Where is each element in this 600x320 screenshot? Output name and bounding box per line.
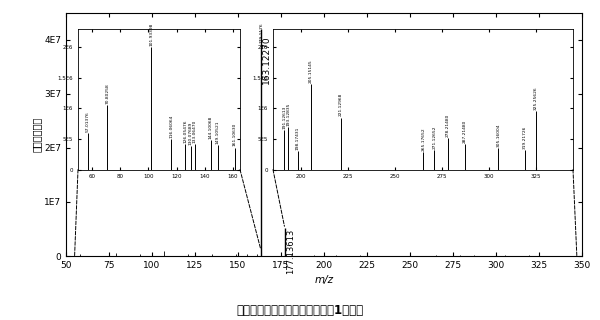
Text: 177.13613: 177.13613 (286, 229, 295, 274)
Text: 305.16004: 305.16004 (496, 124, 500, 147)
Text: 278.21480: 278.21480 (446, 113, 450, 137)
X-axis label: m/z: m/z (314, 276, 334, 285)
Text: 271.12652: 271.12652 (433, 125, 436, 149)
Text: 325.25626: 325.25626 (534, 87, 538, 110)
Text: 133.06470: 133.06470 (193, 119, 197, 143)
Text: 130.07689: 130.07689 (189, 122, 193, 145)
Text: 265.17652: 265.17652 (421, 128, 425, 151)
Text: 179.1176: 179.1176 (260, 22, 264, 43)
Text: 163.12270: 163.12270 (262, 36, 271, 84)
Text: 198.17431: 198.17431 (296, 127, 300, 150)
Text: 319.21726: 319.21726 (523, 125, 527, 149)
Text: 70.80258: 70.80258 (106, 83, 109, 104)
Text: 卷烟烟丝中化学成分快速分析（1分钟）: 卷烟烟丝中化学成分快速分析（1分钟） (236, 304, 364, 317)
Text: 144.10068: 144.10068 (209, 116, 212, 139)
Text: 116.06064: 116.06064 (169, 114, 173, 138)
Text: 193.12835: 193.12835 (286, 102, 290, 125)
Text: 205.15145: 205.15145 (309, 59, 313, 83)
Text: 57.01376: 57.01376 (86, 111, 90, 132)
Text: 101.93398: 101.93398 (149, 23, 153, 46)
Text: 161.10630: 161.10630 (233, 123, 236, 146)
Text: 191.12613: 191.12613 (283, 105, 286, 129)
Y-axis label: 相对离子强度: 相对离子强度 (31, 117, 41, 152)
Text: 287.21480: 287.21480 (463, 119, 467, 143)
Text: 221.12968: 221.12968 (339, 93, 343, 116)
Text: 126.05476: 126.05476 (183, 119, 187, 143)
Text: 149.10521: 149.10521 (215, 120, 220, 144)
